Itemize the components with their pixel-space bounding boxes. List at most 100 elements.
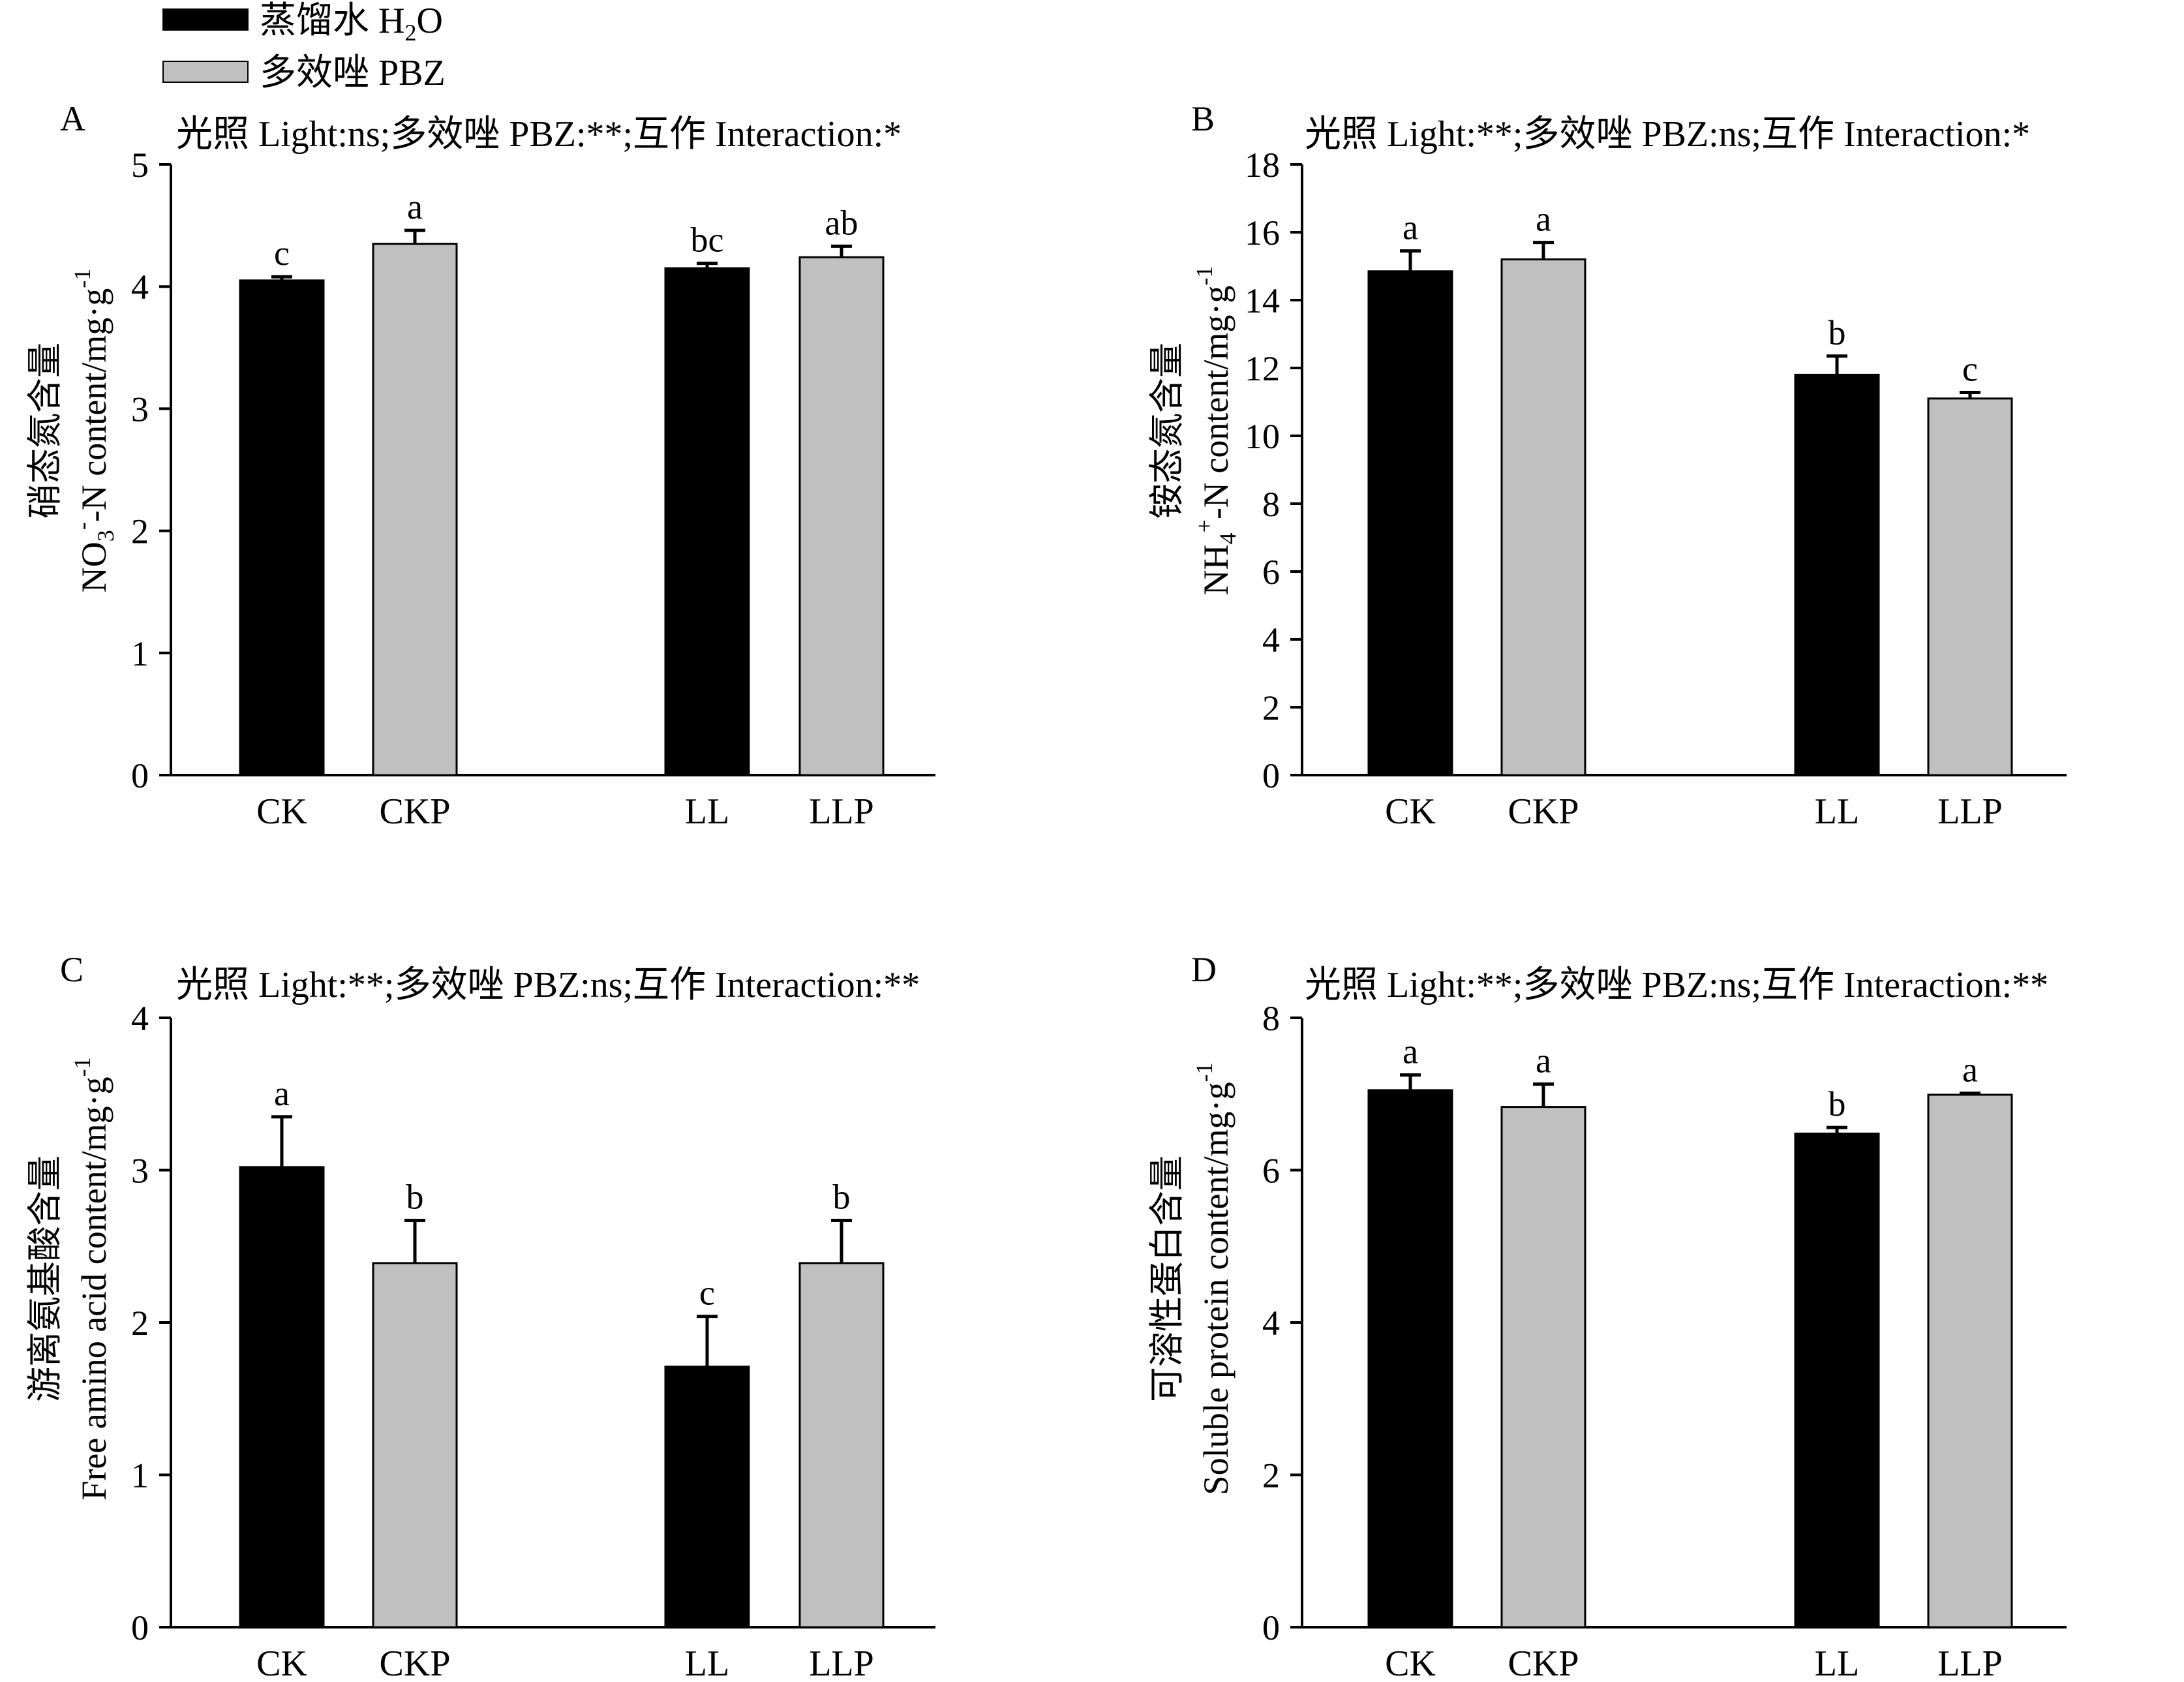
y-axis-title: Free amino acid content/mg·g-1 游离氨基酸含量 (25, 1057, 114, 1500)
legend-swatch-h2o (162, 8, 249, 31)
legend-label-pbz: 多效唑 PBZ (260, 53, 446, 93)
y-axis-title-zh: 铵态氮含量 (1147, 343, 1187, 519)
bar-llp (1927, 1093, 2013, 1628)
panel-b: B 光照 Light:**;多效唑 PBZ:ns;互作 Interaction:… (1147, 99, 2067, 832)
bar-ck (1367, 1089, 1453, 1628)
panel-stats: 光照 Light:**;多效唑 PBZ:ns;互作 Interaction:* (1305, 114, 2030, 155)
y-axis-title-en: NH4+-N content/mg·g-1 (1191, 266, 1241, 596)
legend-label-h2o: 蒸馏水 H2O (260, 1, 443, 46)
y-tick-label: 4 (1262, 1304, 1280, 1343)
x-tick-label: CK (256, 791, 307, 832)
bar-ck (1367, 270, 1453, 776)
panel-letter: A (60, 99, 85, 138)
panel-letter: D (1191, 950, 1217, 989)
bar-llp (798, 1262, 885, 1628)
bar-llp (798, 256, 885, 776)
significance-letter: b (833, 1178, 851, 1217)
panel-c: C 光照 Light:**;多效唑 PBZ:ns;互作 Interaction:… (25, 950, 935, 1682)
x-tick-label: LLP (809, 1644, 874, 1682)
bar-ll (1794, 1132, 1880, 1628)
x-tick-label: LLP (1937, 1644, 2003, 1682)
x-tick-label: CK (256, 1644, 307, 1682)
y-tick-label: 6 (1262, 553, 1280, 592)
x-tick-label: LL (1815, 1644, 1859, 1682)
bar-ll (1794, 373, 1880, 776)
y-tick-label: 8 (1262, 999, 1280, 1038)
significance-letter: c (274, 234, 290, 273)
y-axis-title-zh: 可溶性蛋白含量 (1147, 1155, 1187, 1402)
x-tick-label: LLP (809, 791, 874, 832)
significance-letter: a (274, 1074, 290, 1113)
y-tick-label: 0 (131, 756, 149, 795)
x-tick-label: LLP (1937, 791, 2003, 832)
x-tick-label: CK (1385, 791, 1436, 832)
bar-ckp (1500, 1106, 1586, 1628)
y-axis-title-en: Free amino acid content/mg·g-1 (69, 1057, 114, 1500)
significance-letter: a (1403, 208, 1418, 247)
y-tick-label: 0 (1262, 756, 1280, 795)
y-tick-label: 2 (131, 512, 149, 551)
legend-swatch-pbz (162, 61, 249, 83)
y-tick-label: 1 (131, 634, 149, 673)
y-axis-title-en: NO3--N content/mg·g-1 (69, 269, 119, 592)
significance-letter: a (1536, 1041, 1551, 1080)
panel-letter: B (1191, 99, 1215, 138)
bar-ckp (372, 243, 458, 776)
y-axis-title-en: Soluble protein content/mg·g-1 (1191, 1063, 1236, 1495)
significance-letter: a (1403, 1032, 1418, 1071)
y-axis-title-zh: 硝态氮含量 (25, 343, 65, 519)
y-tick-label: 4 (131, 268, 149, 307)
panel-stats: 光照 Light:**;多效唑 PBZ:ns;互作 Interaction:** (176, 965, 920, 1005)
panel-stats: 光照 Light:**;多效唑 PBZ:ns;互作 Interaction:** (1305, 965, 2048, 1005)
y-axis-title: NH4+-N content/mg·g-1 铵态氮含量 (1147, 266, 1241, 596)
bar-ckp (1500, 258, 1586, 776)
panel-stats: 光照 Light:ns;多效唑 PBZ:**;互作 Interaction:* (176, 114, 902, 155)
x-tick-label: CKP (1508, 791, 1579, 832)
y-axis-title: NO3--N content/mg·g-1 硝态氮含量 (25, 269, 119, 592)
bar-ck (239, 1166, 325, 1628)
y-tick-label: 16 (1245, 213, 1280, 252)
x-tick-label: LL (1815, 791, 1859, 832)
legend: 蒸馏水 H2O 多效唑 PBZ (162, 1, 446, 93)
panel-a: A 光照 Light:ns;多效唑 PBZ:**;互作 Interaction:… (25, 99, 935, 832)
x-tick-label: CKP (380, 791, 451, 832)
y-tick-label: 18 (1245, 145, 1280, 185)
significance-letter: b (1828, 313, 1846, 352)
plot-area: 0 2 4 6 8 10 12 14 16 18 a CK a CKP b LL c LLP (1245, 145, 2067, 832)
significance-letter: c (1962, 349, 1978, 388)
y-axis-title: Soluble protein content/mg·g-1 可溶性蛋白含量 (1147, 1063, 1236, 1495)
y-tick-label: 8 (1262, 485, 1280, 524)
y-tick-label: 6 (1262, 1152, 1280, 1191)
significance-letter: bc (691, 221, 724, 260)
plot-area: 0 1 2 3 4 5 c CK a CKP bc LL ab LLP (131, 145, 935, 832)
y-tick-label: 10 (1245, 417, 1280, 456)
significance-letter: a (1536, 200, 1551, 239)
x-tick-label: CKP (380, 1644, 451, 1682)
bar-ll (664, 267, 750, 776)
significance-letter: c (699, 1274, 715, 1313)
y-tick-label: 3 (131, 1152, 149, 1191)
y-tick-label: 2 (1262, 688, 1280, 727)
y-tick-label: 5 (131, 145, 149, 185)
bar-llp (1927, 397, 2013, 776)
y-tick-label: 4 (1262, 620, 1280, 660)
y-tick-label: 2 (131, 1304, 149, 1343)
x-tick-label: CKP (1508, 1644, 1579, 1682)
y-tick-label: 12 (1245, 349, 1280, 388)
bar-ck (239, 279, 325, 776)
y-tick-label: 3 (131, 390, 149, 429)
bar-ckp (372, 1262, 458, 1628)
plot-area: 0 2 4 6 8 a CK a CKP b LL a LLP (1262, 999, 2067, 1682)
y-tick-label: 2 (1262, 1456, 1280, 1495)
y-tick-label: 1 (131, 1456, 149, 1495)
significance-letter: a (407, 187, 423, 226)
significance-letter: b (406, 1178, 424, 1217)
y-axis-title-zh: 游离氨基酸含量 (25, 1155, 65, 1402)
y-tick-label: 4 (131, 999, 149, 1038)
significance-letter: b (1828, 1084, 1846, 1124)
y-tick-label: 0 (131, 1608, 149, 1647)
panel-letter: C (60, 950, 83, 989)
y-tick-label: 0 (1262, 1608, 1280, 1647)
significance-letter: ab (825, 203, 858, 242)
